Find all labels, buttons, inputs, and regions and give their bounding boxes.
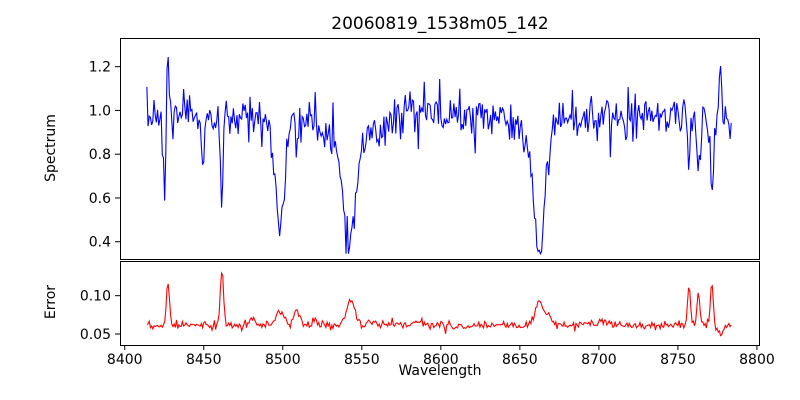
chart-title: 20060819_1538m05_142: [331, 14, 549, 34]
error-ytick-label: 0.05: [80, 327, 111, 343]
wavelength-xtick-label: 8800: [739, 352, 775, 368]
wavelength-xtick-label: 8650: [502, 352, 538, 368]
error-ytick-label: 0.10: [80, 289, 111, 305]
wavelength-xtick-label: 8450: [186, 352, 222, 368]
wavelength-xtick-label: 8750: [660, 352, 696, 368]
wavelength-x-axis-label: Wavelength: [398, 363, 482, 379]
spectrum-ytick-label: 0.4: [89, 235, 111, 251]
spectrum-ytick-label: 0.6: [89, 191, 111, 207]
spectrum-ytick-label: 1.2: [89, 60, 111, 76]
wavelength-xtick-label: 8550: [344, 352, 380, 368]
spectrum-plot-border: [120, 38, 760, 260]
wavelength-xtick-label: 8600: [423, 352, 459, 368]
spectrum-line: [146, 57, 732, 256]
spectrum-ytick-label: 1.0: [89, 103, 111, 119]
wavelength-xtick-label: 8500: [265, 352, 301, 368]
spectrum-ytick-label: 0.8: [89, 147, 111, 163]
wavelength-xtick-label: 8400: [107, 352, 143, 368]
error-plot-border: [120, 261, 760, 346]
error-line: [146, 271, 732, 337]
wavelength-xtick-label: 8700: [581, 352, 617, 368]
